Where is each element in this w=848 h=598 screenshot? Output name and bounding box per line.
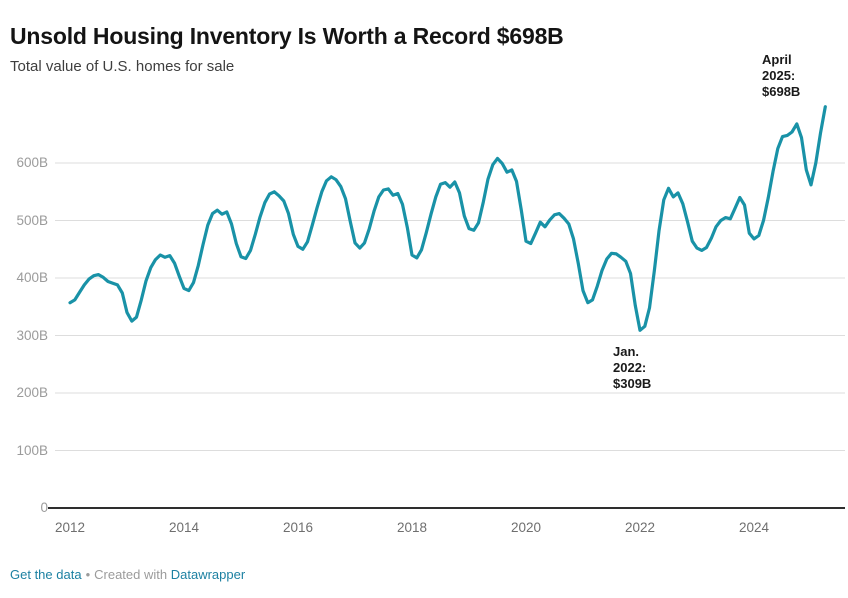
gridlines: [48, 162, 845, 509]
annotation-line: $309B: [613, 376, 652, 391]
annotation-low-point: Jan. 2022: $309B: [613, 344, 651, 392]
annotation-line: 2022:: [613, 360, 647, 375]
x-tick-2014: 2014: [168, 520, 200, 535]
y-tick-100B: 100B: [16, 442, 48, 458]
chart-subtitle: Total value of U.S. homes for sale: [10, 58, 235, 75]
y-tick-400B: 400B: [16, 270, 48, 285]
y-tick-300B: 300B: [16, 327, 48, 343]
x-tick-2022: 2022: [624, 520, 656, 535]
x-tick-2020: 2020: [510, 520, 542, 535]
x-tick-2024: 2024: [738, 520, 770, 535]
annotation-record-peak: April 2025: $698B: [762, 52, 800, 100]
inventory-value-line: [68, 105, 827, 332]
annotation-line: 2025:: [762, 68, 796, 83]
annotation-line: Jan.: [613, 344, 640, 359]
footer-separator: •: [85, 567, 91, 582]
y-tick-500B: 500B: [16, 212, 48, 228]
y-tick-600B: 600B: [16, 155, 48, 170]
x-tick-2016: 2016: [282, 520, 314, 535]
y-tick-0: 0: [40, 500, 48, 515]
get-the-data-link[interactable]: Get the data: [10, 567, 82, 582]
datawrapper-link[interactable]: Datawrapper: [170, 567, 246, 582]
annotation-line: $698B: [762, 84, 801, 99]
x-tick-2012: 2012: [54, 520, 86, 535]
chart-title: Unsold Housing Inventory Is Worth a Reco…: [10, 23, 564, 50]
chart-footer: Get the data • Created with Datawrapper: [10, 567, 245, 582]
annotation-line: April: [762, 52, 792, 67]
created-with-text: Created with: [94, 567, 168, 582]
x-tick-2018: 2018: [396, 520, 428, 535]
y-tick-200B: 200B: [16, 385, 48, 400]
